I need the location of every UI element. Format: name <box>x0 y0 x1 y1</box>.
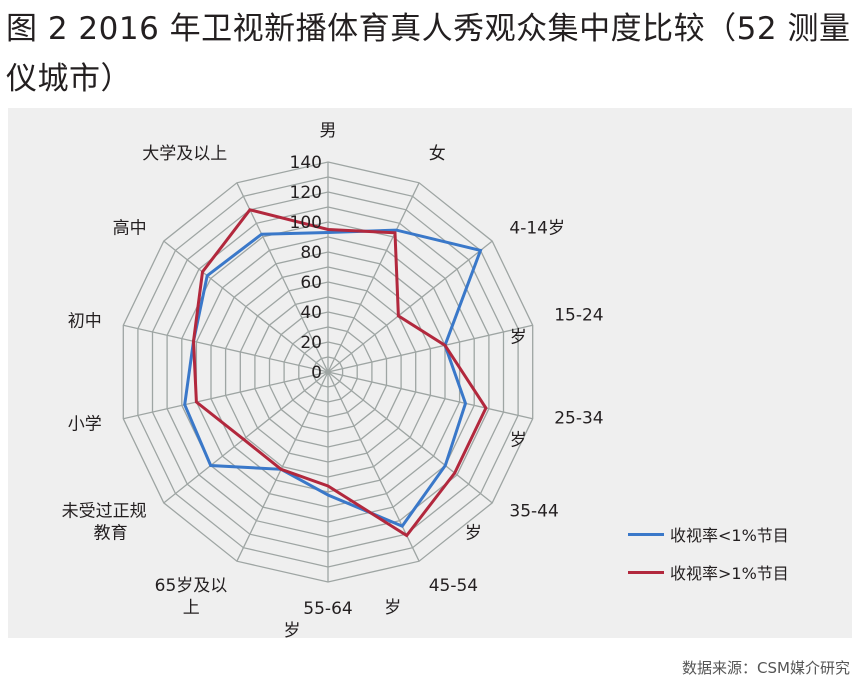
category-label: 男 <box>320 121 337 141</box>
category-label: 45-54 岁 <box>384 576 478 618</box>
grid-spoke <box>163 371 329 504</box>
category-label-text: 岁 <box>384 598 401 618</box>
category-label-text: 小学 <box>68 415 102 435</box>
category-label: 55-64岁 <box>284 599 353 638</box>
grid-spoke <box>123 324 329 373</box>
category-label-text: 岁 <box>284 621 301 638</box>
grid-spoke <box>327 240 493 373</box>
category-label-text: 初中 <box>68 311 102 331</box>
category-label-text: 女 <box>429 144 446 164</box>
category-label-text: 大学及以上 <box>142 144 227 164</box>
category-label-text: 岁 <box>465 524 482 544</box>
category-labels: 男女4-14岁15-24岁25-34岁35-44岁45-54岁55-64岁65岁… <box>62 121 604 638</box>
category-label-text: 55-64 <box>303 599 352 619</box>
category-label: 4-14岁 <box>509 218 565 238</box>
category-label: 大学及以上 <box>142 144 227 164</box>
category-label-text: 未受过正规 <box>62 502 147 522</box>
category-label: 35-44 岁 <box>465 502 559 544</box>
category-label-text: 25-34 <box>554 409 603 429</box>
grid-spoke <box>163 240 329 373</box>
legend-swatch-high <box>628 570 664 574</box>
series-line-high <box>191 208 488 538</box>
legend-label-low: 收视率<1%节目 <box>670 526 789 545</box>
radial-tick-label: 140 <box>290 153 322 173</box>
grid-spoke <box>327 182 420 373</box>
grid-spoke <box>327 371 493 504</box>
category-label-text: 35-44 <box>509 502 558 522</box>
legend-item-high: 收视率>1%节目 <box>628 558 789 586</box>
category-label-text: 高中 <box>113 218 147 238</box>
chart-panel: 0 20 40 60 80 100 120 140 男女 4-14岁 15-24 岁 25-34 岁 35… <box>8 108 852 638</box>
radial-tick-label: 120 <box>290 183 322 203</box>
radial-tick-labels: 0 20 40 60 80 100 120 140 <box>290 153 322 383</box>
source-note: 数据来源：CSM媒介研究 <box>682 659 850 677</box>
grid-spoke <box>327 371 533 420</box>
category-label: 25-34 岁 <box>510 409 604 451</box>
grid-spoke <box>236 182 329 373</box>
grid-spoke <box>327 324 533 373</box>
legend-swatch-low <box>628 532 664 536</box>
grid-spoke <box>236 371 329 562</box>
radial-tick-label: 80 <box>300 243 322 263</box>
radial-tick-label: 40 <box>300 303 322 323</box>
category-label: 小学 <box>68 415 102 435</box>
radial-tick-label: 60 <box>300 273 322 293</box>
page-title: 图 2 2016 年卫视新播体育真人秀观众集中度比较（52 测量仪城市） <box>6 11 851 97</box>
category-label: 高中 <box>113 218 147 238</box>
radar-series <box>183 208 488 538</box>
category-label: 初中 <box>68 311 102 331</box>
grid-spoke <box>327 371 420 562</box>
radial-tick-label: 20 <box>300 333 322 353</box>
category-label-text: 男 <box>320 121 337 141</box>
grid-spoke <box>123 371 329 420</box>
category-label-text: 上 <box>183 598 200 618</box>
series-line-low <box>183 228 483 528</box>
category-label-text: 岁 <box>510 327 527 347</box>
radial-tick-label: 100 <box>290 213 322 233</box>
category-label-text: 15-24 <box>554 305 603 325</box>
radial-tick-label: 0 <box>311 363 322 383</box>
category-label: 15-24 岁 <box>510 305 604 347</box>
category-label: 女 <box>429 144 446 164</box>
category-label-text: 65岁及以 <box>155 576 228 596</box>
category-label-text: 岁 <box>510 431 527 451</box>
category-label-text: 教育 <box>94 524 128 544</box>
category-label-text: 4-14岁 <box>509 218 565 238</box>
radar-grid <box>122 161 534 583</box>
legend-label-high: 收视率>1%节目 <box>670 564 789 583</box>
legend: 收视率<1%节目 收视率>1%节目 <box>628 520 789 596</box>
legend-item-low: 收视率<1%节目 <box>628 520 789 548</box>
category-label-text: 45-54 <box>429 576 478 596</box>
